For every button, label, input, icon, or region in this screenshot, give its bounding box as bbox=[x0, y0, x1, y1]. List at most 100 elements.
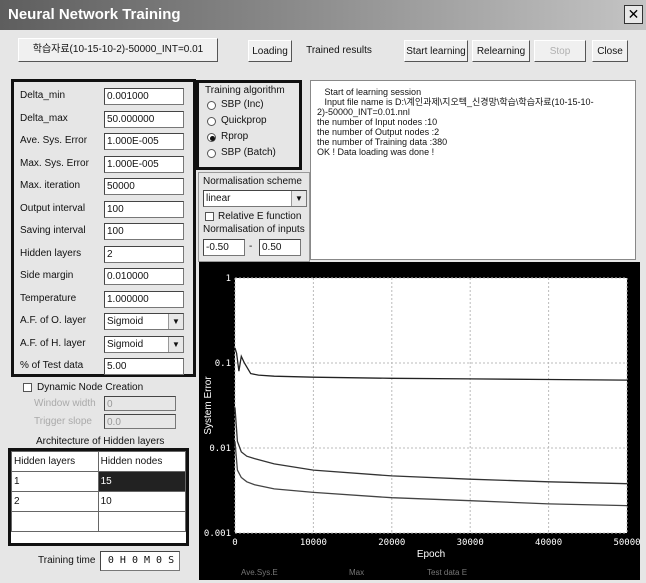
y-tick-label: 1 bbox=[226, 274, 231, 284]
window-close-icon[interactable]: ✕ bbox=[624, 5, 643, 24]
param-label: A.F. of O. layer bbox=[20, 315, 87, 326]
stop-button[interactable]: Stop bbox=[534, 40, 586, 62]
param-select[interactable]: Sigmoid ▼ bbox=[104, 335, 184, 353]
algorithm-radio[interactable] bbox=[207, 117, 216, 126]
x-tick-label: 0 bbox=[232, 538, 237, 548]
table-row bbox=[11, 511, 187, 532]
normalisation-scheme-value: linear bbox=[206, 193, 231, 204]
series-line bbox=[234, 441, 628, 507]
hidden-layer-cell[interactable]: 2 bbox=[11, 491, 99, 512]
algorithm-option-label: SBP (Batch) bbox=[221, 147, 276, 158]
param-label: Saving interval bbox=[20, 225, 86, 236]
hidden-layer-cell[interactable]: 1 bbox=[11, 471, 99, 492]
param-value: 50000 bbox=[107, 181, 135, 192]
training-parameters-panel: Delta_min 0.001000 Delta_max 50.000000 Ave. … bbox=[11, 79, 196, 377]
legend-ave-sys-error: Ave.Sys.E bbox=[241, 568, 278, 577]
param-value: Sigmoid bbox=[107, 338, 144, 350]
normalisation-min-input[interactable]: -0.50 bbox=[203, 239, 245, 256]
chevron-down-icon: ▼ bbox=[291, 191, 306, 206]
architecture-table: Hidden layers Hidden nodes 1 15 2 10 bbox=[8, 448, 189, 546]
param-value: 100 bbox=[107, 203, 124, 215]
param-input[interactable]: 0.010000 bbox=[104, 268, 184, 285]
window-width-input[interactable]: 0 bbox=[104, 396, 176, 411]
relative-e-checkbox[interactable] bbox=[205, 212, 214, 221]
algorithm-option-label: SBP (Inc) bbox=[221, 99, 264, 110]
param-value: 50.000000 bbox=[107, 113, 155, 125]
x-tick-label: 20000 bbox=[378, 538, 405, 548]
table-row[interactable]: 1 15 bbox=[11, 471, 187, 492]
param-input[interactable]: 1.000E-005 bbox=[104, 155, 184, 173]
plot-area bbox=[235, 278, 627, 533]
training-log[interactable]: Start of learning session Input file nam… bbox=[310, 80, 636, 260]
x-tick-label: 30000 bbox=[457, 538, 484, 548]
param-value: 1.000000 bbox=[107, 293, 149, 305]
y-tick-label: 0.01 bbox=[209, 444, 231, 454]
window-width-label: Window width bbox=[34, 398, 96, 409]
trigger-slope-input[interactable]: 0.0 bbox=[104, 414, 176, 429]
empty-cell bbox=[11, 511, 99, 532]
relearning-button[interactable]: Relearning bbox=[472, 40, 530, 62]
training-time-value: 0 H 0 M 0 S bbox=[100, 551, 180, 571]
param-input[interactable]: 2 bbox=[104, 245, 184, 263]
normalisation-scheme-label: Normalisation scheme bbox=[203, 176, 302, 187]
algorithm-radio[interactable] bbox=[207, 133, 216, 142]
param-value: Sigmoid bbox=[107, 316, 144, 327]
start-learning-button[interactable]: Start learning bbox=[404, 40, 468, 62]
param-input[interactable]: 1.000000 bbox=[104, 290, 184, 308]
normalisation-max-input[interactable]: 0.50 bbox=[259, 239, 301, 256]
param-label: Max. iteration bbox=[20, 180, 81, 191]
x-axis-label: Epoch bbox=[417, 549, 445, 560]
param-label: Side margin bbox=[20, 270, 74, 281]
empty-cell bbox=[97, 511, 187, 532]
param-select[interactable]: Sigmoid ▼ bbox=[104, 313, 184, 330]
param-value: 2 bbox=[107, 248, 113, 260]
normalisation-inputs-label: Normalisation of inputs bbox=[203, 224, 305, 235]
normalisation-group: Normalisation scheme linear ▼ Relative E… bbox=[198, 172, 310, 262]
error-chart-frame: 1 0.1 0.01 0.001 0 10000 20000 30000 40000 50000 E… bbox=[199, 262, 641, 580]
series-line bbox=[234, 407, 628, 485]
param-input[interactable]: 5.00 bbox=[104, 358, 184, 375]
param-value: 0.010000 bbox=[107, 271, 149, 282]
relative-e-label: Relative E function bbox=[218, 211, 302, 222]
header-hidden-nodes: Hidden nodes bbox=[97, 451, 187, 472]
param-label: Delta_max bbox=[20, 112, 68, 124]
range-dash: - bbox=[249, 241, 253, 252]
chevron-down-icon: ▼ bbox=[168, 336, 183, 352]
log-line: the number of Input nodes :10 bbox=[317, 117, 438, 127]
trigger-slope-label: Trigger slope bbox=[34, 416, 92, 427]
param-input[interactable]: 50.000000 bbox=[104, 110, 184, 128]
algorithm-radio[interactable] bbox=[207, 101, 216, 110]
normalisation-scheme-select[interactable]: linear ▼ bbox=[203, 190, 307, 207]
algorithm-radio[interactable] bbox=[207, 149, 216, 158]
param-label: Max. Sys. Error bbox=[20, 157, 89, 169]
param-label: Temperature bbox=[20, 292, 77, 304]
legend-test-data-error: Test data E bbox=[427, 568, 467, 577]
param-label: % of Test data bbox=[20, 360, 84, 371]
window-title: Neural Network Training bbox=[0, 0, 646, 30]
hidden-nodes-cell[interactable]: 10 bbox=[97, 491, 187, 512]
loading-button[interactable]: Loading bbox=[248, 40, 292, 62]
table-row[interactable]: 2 10 bbox=[11, 491, 187, 512]
architecture-title: Architecture of Hidden layers bbox=[36, 436, 165, 447]
trained-results-button[interactable]: Trained results bbox=[306, 45, 372, 56]
param-label: Output interval bbox=[20, 202, 86, 214]
close-button[interactable]: Close bbox=[592, 40, 628, 62]
y-tick-label: 0.001 bbox=[204, 529, 231, 539]
param-input[interactable]: 0.001000 bbox=[104, 88, 184, 105]
param-label: A.F. of H. layer bbox=[20, 337, 86, 349]
param-input[interactable]: 100 bbox=[104, 200, 184, 218]
dynamic-node-checkbox[interactable] bbox=[23, 383, 32, 392]
algorithm-option-label: Rprop bbox=[221, 131, 249, 142]
param-input[interactable]: 50000 bbox=[104, 178, 184, 195]
algorithm-option-label: Quickprop bbox=[221, 115, 267, 126]
error-chart: 1 0.1 0.01 0.0010 10000 20000 30000 40000 50000 E… bbox=[203, 274, 641, 577]
hidden-nodes-cell[interactable]: 15 bbox=[97, 471, 187, 492]
param-value: 0.001000 bbox=[107, 91, 149, 102]
param-input[interactable]: 1.000E-005 bbox=[104, 133, 184, 150]
training-time-label: Training time bbox=[38, 555, 96, 566]
y-tick-label: 0.1 bbox=[215, 359, 231, 369]
input-file-button[interactable]: 학습자료(10-15-10-2)-50000_INT=0.01 bbox=[18, 38, 218, 62]
param-input[interactable]: 100 bbox=[104, 223, 184, 240]
log-line: the number of Output nodes :2 bbox=[317, 127, 440, 137]
training-algorithm-group: Training algorithm SBP (Inc) Quickprop Rpr… bbox=[196, 80, 302, 170]
